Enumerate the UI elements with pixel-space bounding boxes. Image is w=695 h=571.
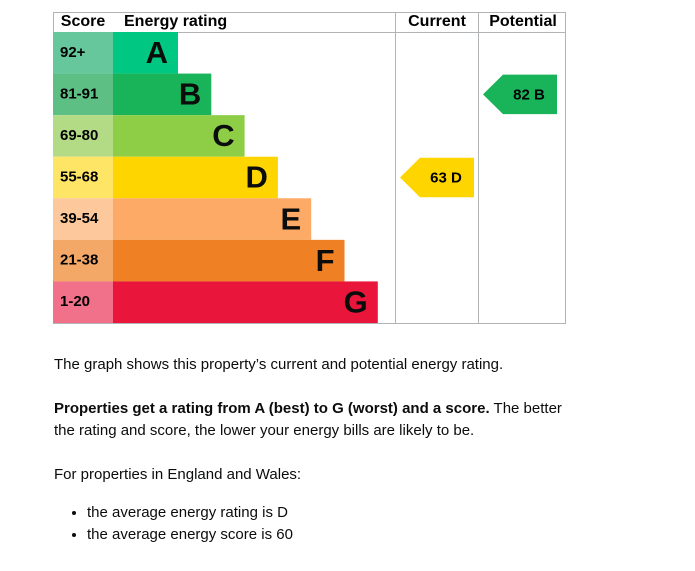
score-cell: [53, 281, 113, 323]
explanation: The graph shows this property’s current …: [54, 354, 574, 546]
bold-text: Properties get a rating from A (best) to…: [54, 400, 490, 417]
rating: B: [534, 86, 545, 103]
bullet: the average energy rating is D: [87, 502, 574, 524]
score-cell: [53, 198, 113, 240]
paragraph: Properties get a rating from A (best) to…: [54, 398, 574, 442]
score-cell: [53, 239, 113, 282]
score-cell: [53, 32, 113, 74]
epc-chart: Score Energy rating Current Potential 92…: [53, 12, 566, 324]
rating-letter: G: [344, 284, 368, 319]
score-cell: [53, 156, 113, 199]
rating: D: [451, 169, 462, 186]
potential-arrow: [483, 74, 557, 115]
score-range: 1-20: [60, 293, 90, 310]
bullet-list: the average energy rating is Dthe averag…: [54, 502, 574, 546]
rating-bar: [113, 32, 178, 74]
paragraph: For properties in England and Wales:: [54, 466, 302, 483]
rating-letter: C: [212, 118, 234, 153]
rating-letter: A: [146, 35, 168, 70]
score-range: 81-91: [60, 85, 98, 102]
paragraph: The graph shows this property’s current …: [54, 356, 504, 373]
score-cell: [53, 73, 113, 116]
current-label: 63 D: [430, 169, 462, 186]
rating-letter: D: [246, 160, 268, 195]
rating-letter: B: [179, 77, 201, 112]
header-potential: Potential: [489, 13, 557, 30]
current-arrow: [400, 157, 474, 198]
text: The better the rating and score, the low…: [54, 400, 562, 439]
rating-bar: [113, 73, 212, 116]
score-range: 39-54: [60, 210, 99, 227]
score-range: 92+: [60, 44, 86, 61]
rating-letter: F: [316, 243, 335, 278]
rating-bar: [113, 239, 345, 282]
score-range: 55-68: [60, 168, 98, 185]
score-cell: [53, 115, 113, 157]
rating-bar: [113, 115, 245, 157]
score: 63: [430, 169, 447, 186]
header-current: Current: [408, 13, 466, 30]
rating-bar: [113, 198, 312, 240]
rating-letter: E: [281, 201, 302, 236]
score: 82: [513, 86, 530, 103]
header-score: Score: [61, 13, 106, 30]
score-range: 21-38: [60, 252, 98, 269]
rating-bar: [113, 156, 278, 199]
potential-label: 82 B: [513, 86, 545, 103]
score-range: 69-80: [60, 127, 98, 144]
bullet: the average energy score is 60: [87, 524, 574, 546]
rating-bar: [113, 281, 378, 323]
header-rating: Energy rating: [124, 13, 227, 30]
